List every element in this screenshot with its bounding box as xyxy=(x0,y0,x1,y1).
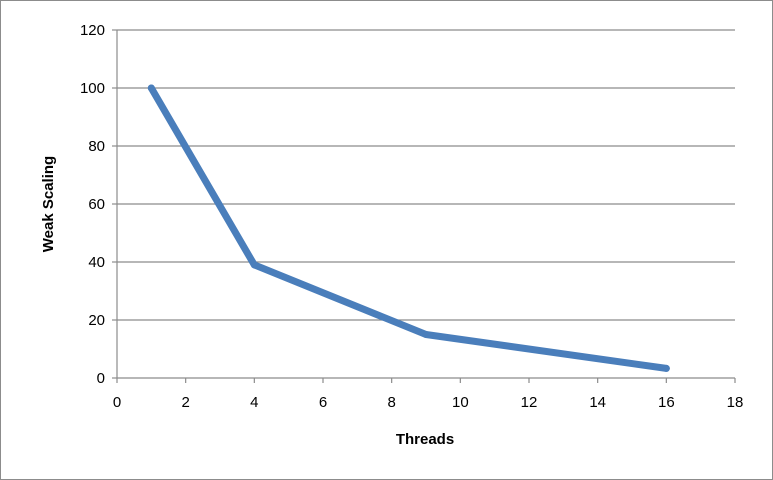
data-point xyxy=(422,331,430,338)
x-tick-label: 2 xyxy=(181,394,189,411)
x-axis-title: Threads xyxy=(396,431,454,448)
series-layer xyxy=(147,84,670,372)
y-tick-label: 80 xyxy=(88,138,105,155)
x-tick-label: 18 xyxy=(727,394,744,411)
x-tick-label: 10 xyxy=(452,394,469,411)
y-axis-title: Weak Scaling xyxy=(40,156,57,252)
x-tick-label: 16 xyxy=(658,394,675,411)
x-tick-label: 6 xyxy=(319,394,327,411)
y-tick-label: 120 xyxy=(80,22,105,39)
data-point xyxy=(147,84,155,92)
tick-labels: 0 20 40 60 80 100 120 0 2 4 6 8 10 12 14 16 18 xyxy=(80,22,743,411)
x-tick-label: 4 xyxy=(250,394,258,411)
gridlines xyxy=(117,29,735,321)
x-tick-label: 12 xyxy=(521,394,538,411)
axes xyxy=(112,29,736,383)
y-tick-label: 60 xyxy=(88,196,105,213)
y-tick-label: 100 xyxy=(80,80,105,97)
x-tick-label: 8 xyxy=(387,394,395,411)
series-line xyxy=(147,84,670,372)
y-tick-label: 0 xyxy=(97,370,105,387)
x-tick-label: 0 xyxy=(113,394,121,411)
data-point xyxy=(662,364,670,372)
data-point xyxy=(250,261,258,269)
y-tick-label: 40 xyxy=(88,254,105,271)
x-tick-label: 14 xyxy=(589,394,606,411)
y-tick-label: 20 xyxy=(88,312,105,329)
